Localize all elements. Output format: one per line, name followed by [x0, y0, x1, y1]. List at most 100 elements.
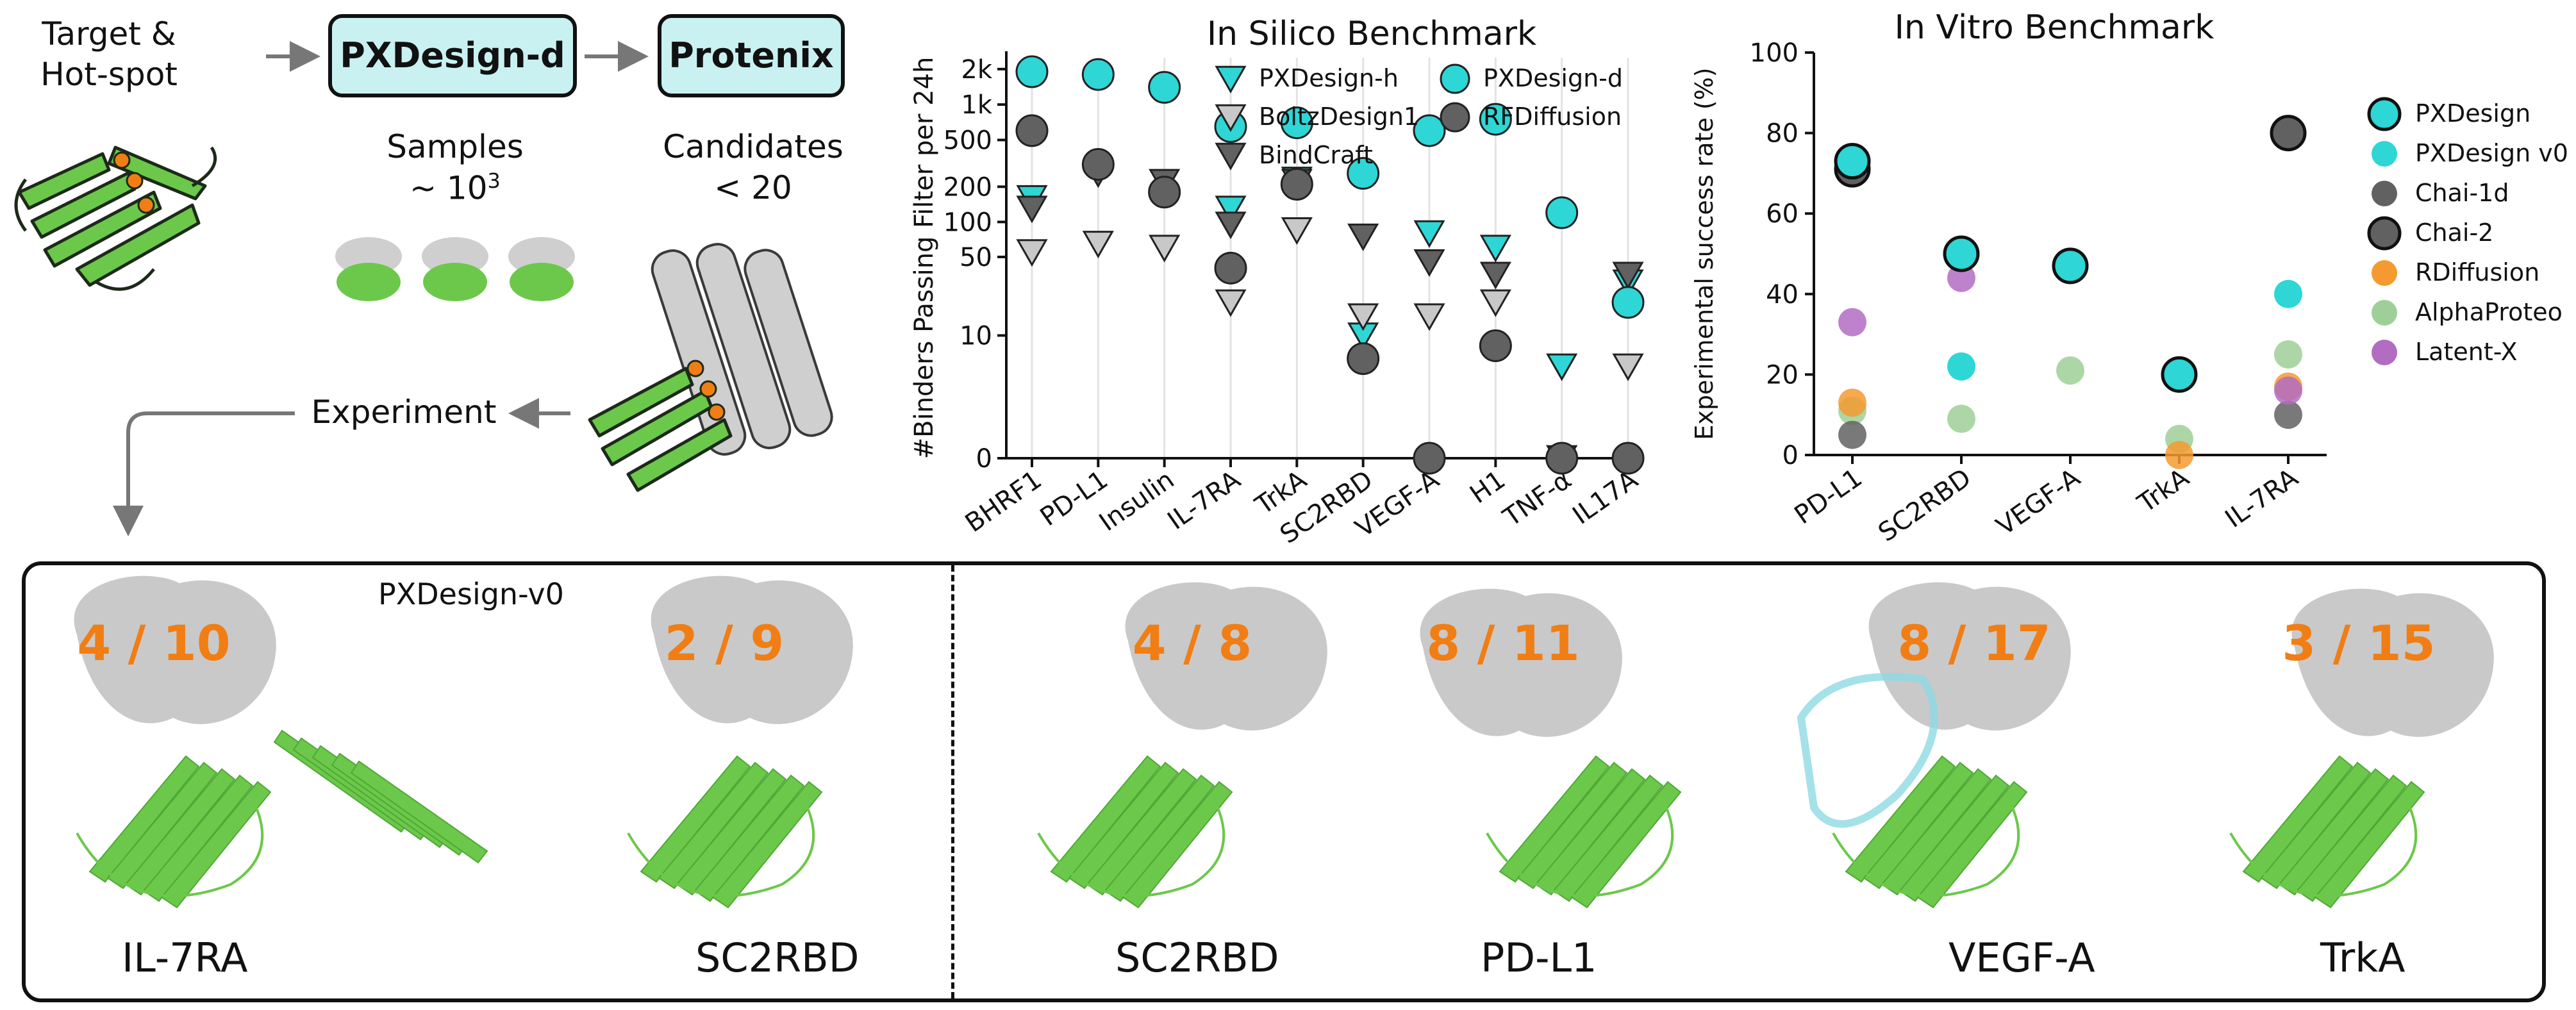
- legend-marker: [2367, 216, 2402, 251]
- data-point-bindcraft: [1413, 249, 1445, 277]
- data-point-boltzdesign1: [1479, 289, 1511, 317]
- y-tick-label: 2k: [961, 55, 992, 85]
- data-point-bindcraft: [1215, 211, 1247, 240]
- samples-value: ~ 103: [359, 168, 551, 208]
- data-point-rfdiffusion: [1611, 442, 1645, 475]
- binder-strand: [1570, 781, 1682, 909]
- structure-name-3: PD-L1: [1481, 934, 1597, 981]
- legend-marker: [2367, 97, 2402, 131]
- panel-divider: [951, 565, 954, 998]
- data-point-alphaproteo: [2056, 356, 2084, 385]
- candidates-value: < 20: [714, 169, 792, 206]
- data-point-pxdesign-h: [1546, 353, 1578, 381]
- legend-label: BindCraft: [1259, 141, 1373, 169]
- legend-label: PXDesign-h: [1259, 64, 1399, 92]
- legend-label: PXDesign: [2415, 99, 2530, 128]
- legend-label: BoltzDesign1: [1259, 103, 1419, 131]
- binder-strand: [1499, 755, 1610, 883]
- target-surface-blob: [1868, 582, 2071, 731]
- y-tick-label: 200: [943, 172, 992, 202]
- data-point-alphaproteo: [1947, 404, 1975, 433]
- samples-value-text: ~ 10: [410, 169, 488, 207]
- binder-strand: [1104, 774, 1215, 902]
- binder-loop: [627, 794, 815, 897]
- legend-marker: [2372, 181, 2397, 206]
- legend-marker: [1215, 142, 1247, 170]
- binder-strand: [124, 768, 236, 896]
- structure-name-5: TrkA: [2320, 934, 2406, 981]
- chart-title: In Silico Benchmark: [1207, 15, 1536, 53]
- legend-marker: [2372, 340, 2397, 365]
- y-tick-label: 100: [1750, 38, 1799, 68]
- data-point-pxdesign: [1834, 143, 1871, 180]
- legend-label: Chai-2: [2415, 219, 2493, 247]
- target-surface-blob: [1125, 582, 1327, 731]
- legend-marker: [1215, 104, 1247, 132]
- target-surface-blob: [74, 575, 276, 724]
- binder-strand: [1552, 774, 1664, 902]
- binder-strand: [1517, 761, 1628, 890]
- binder-strand: [350, 760, 488, 864]
- data-point-rfdiffusion: [1545, 442, 1579, 475]
- data-point-rfdiffusion: [1347, 342, 1380, 376]
- binder-strand: [2314, 781, 2425, 909]
- data-point-boltzdesign1: [1281, 217, 1313, 245]
- legend-marker: [2372, 141, 2397, 167]
- structure-name-1: SC2RBD: [695, 934, 860, 981]
- data-point-pxdesign: [2161, 356, 2198, 393]
- legend-marker: [2372, 300, 2397, 326]
- data-point-pxdesign: [1943, 235, 1980, 272]
- binder-strand: [1050, 755, 1161, 883]
- success-fraction-5: 3 / 15: [2282, 615, 2435, 672]
- binder-strand: [711, 781, 823, 909]
- data-point-rdiffusion: [1838, 388, 1866, 417]
- binder-strand: [676, 768, 787, 896]
- data-point-rfdiffusion: [1214, 251, 1247, 285]
- binder-strand: [1899, 774, 2010, 902]
- data-point-rfdiffusion: [1479, 329, 1512, 362]
- y-tick-label: 500: [943, 126, 992, 155]
- data-point-bindcraft: [1479, 261, 1511, 290]
- candidate-complex-image: [588, 243, 833, 492]
- data-point-pxdesign-h: [1413, 220, 1445, 248]
- binder-loop: [76, 794, 264, 897]
- binder-loop: [2229, 794, 2418, 897]
- data-point-pxdesign-d: [1611, 286, 1645, 319]
- binder-strand: [2242, 755, 2354, 883]
- data-point-pxdesign-d: [1148, 70, 1181, 104]
- data-point-rfdiffusion: [1280, 168, 1313, 201]
- data-point-boltzdesign1: [1413, 303, 1445, 331]
- y-tick-label: 40: [1766, 280, 1799, 310]
- success-fraction-1: 2 / 9: [665, 615, 784, 672]
- binder-strand: [640, 755, 751, 883]
- legend-marker: [1440, 63, 1470, 94]
- data-point-bindcraft: [1016, 195, 1048, 224]
- y-tick-label: 50: [960, 243, 992, 272]
- data-point-boltzdesign1: [1612, 353, 1644, 381]
- target-surface-blob: [2291, 588, 2494, 737]
- data-point-rfdiffusion: [1413, 442, 1446, 475]
- in-vitro-chart: In Vitro Benchmark Experimental success r…: [1690, 8, 2568, 548]
- data-point-boltzdesign1: [1149, 235, 1181, 263]
- data-point-bindcraft: [1612, 261, 1644, 290]
- binder-strand: [1534, 768, 1646, 896]
- binder-loop: [1832, 794, 2020, 897]
- experiment-label: Experiment: [311, 393, 497, 431]
- y-tick-label: 80: [1766, 119, 1799, 149]
- data-point-rfdiffusion: [1015, 114, 1049, 147]
- binder-loop: [1037, 794, 1226, 897]
- data-point-alphaproteo: [2274, 340, 2302, 368]
- binder-strand: [160, 781, 272, 909]
- arrow-experiment-to-panel: [113, 411, 295, 536]
- data-point-latent-x: [1947, 263, 1975, 292]
- data-point-boltzdesign1: [1016, 239, 1048, 267]
- data-point-pxdesign-d: [1280, 106, 1313, 140]
- data-point-pxdesign-d: [1413, 114, 1446, 147]
- binder-loop: [1486, 794, 1674, 897]
- pipeline-arrows: [113, 41, 649, 536]
- samples-label: Samples: [386, 128, 524, 165]
- y-tick-label: 20: [1766, 360, 1799, 390]
- data-point-chai-2: [2270, 115, 2307, 152]
- legend-marker: [1440, 102, 1470, 133]
